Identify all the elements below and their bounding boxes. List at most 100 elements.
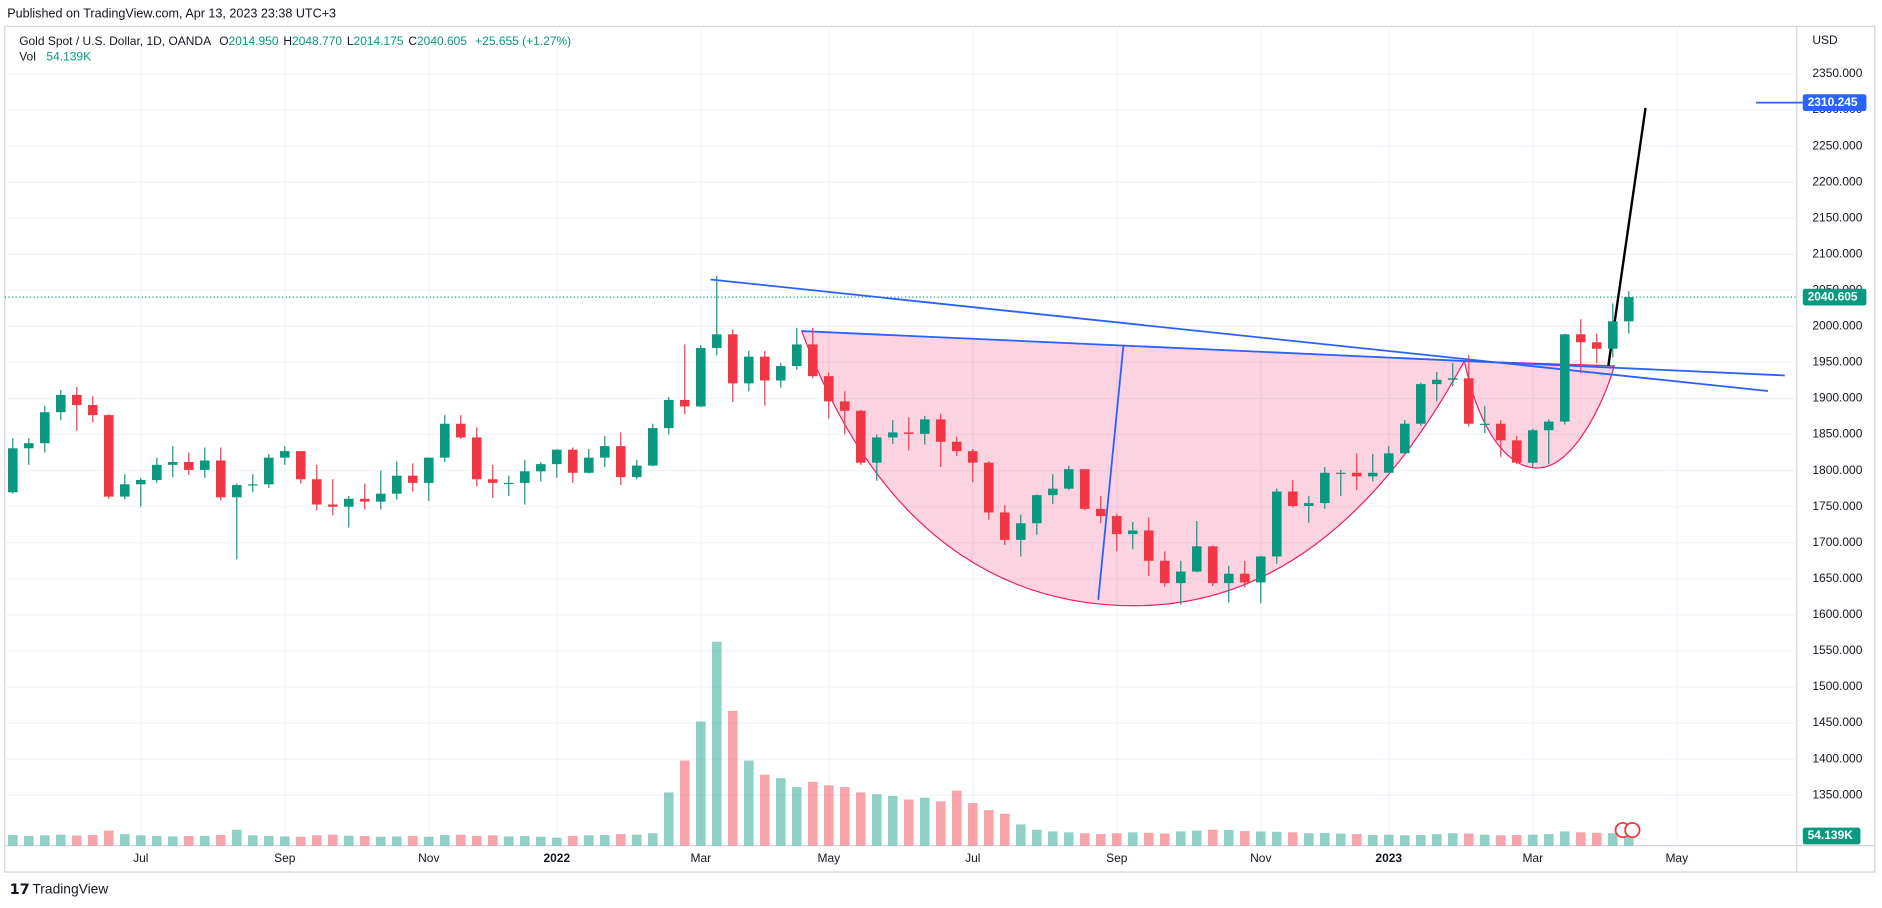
- y-tick-label: 2000.000: [1812, 319, 1862, 333]
- volume-bar: [631, 834, 642, 846]
- x-tick-label: 2022: [543, 851, 570, 865]
- y-tick-label: 1500.000: [1812, 679, 1862, 693]
- volume-pane: [8, 641, 1634, 846]
- volume-bar: [1207, 829, 1218, 846]
- candle-body: [135, 479, 146, 485]
- candle-body: [1047, 488, 1058, 496]
- candle-body: [1239, 573, 1250, 583]
- volume-bar: [471, 835, 482, 846]
- candle-body: [967, 451, 978, 463]
- candle-body: [1559, 334, 1570, 422]
- y-tick-label: 2150.000: [1812, 210, 1862, 224]
- volume-bar: [551, 837, 562, 846]
- volume-bar: [1559, 831, 1570, 846]
- candle-body: [88, 404, 98, 416]
- volume-bar: [967, 803, 978, 846]
- legend-value: 2048.770: [292, 34, 342, 48]
- candle-body: [599, 446, 610, 458]
- candle-body: [1447, 378, 1458, 380]
- y-tick-label: 2250.000: [1812, 138, 1862, 152]
- volume-bar: [359, 836, 370, 846]
- y-tick-label: 1650.000: [1812, 571, 1862, 585]
- x-tick-label: Nov: [1250, 851, 1271, 865]
- candle-body: [183, 461, 194, 470]
- candle-body: [775, 366, 786, 381]
- candle-body: [1319, 472, 1330, 504]
- candle-body: [423, 457, 434, 483]
- volume-bar: [1239, 831, 1250, 846]
- candle-body: [1111, 516, 1122, 535]
- candle-body: [1351, 472, 1362, 477]
- y-tick-label: 1550.000: [1812, 643, 1862, 657]
- volume-bar: [1095, 834, 1106, 846]
- volume-label-box: [1802, 827, 1861, 845]
- y-tick-label: 1900.000: [1812, 391, 1862, 405]
- candle-body: [1175, 571, 1186, 584]
- legend-key: L: [347, 34, 354, 48]
- volume-bar: [199, 835, 210, 846]
- volume-bar: [1575, 832, 1586, 846]
- target-label-box: [1802, 94, 1867, 112]
- candle-body: [759, 356, 770, 381]
- volume-bar: [503, 836, 514, 846]
- volume-bar: [1015, 824, 1026, 846]
- candle-body: [471, 437, 482, 480]
- volume-bar: [343, 835, 354, 846]
- target-label-text: 2310.245: [1808, 95, 1858, 109]
- volume-bar: [183, 836, 194, 846]
- candle-body: [567, 449, 578, 473]
- candle-body: [1207, 546, 1218, 584]
- volume-bar: [1271, 831, 1282, 846]
- volume-bar: [1495, 835, 1506, 846]
- volume-bar: [1479, 834, 1490, 846]
- x-tick-label: Mar: [1522, 851, 1543, 865]
- volume-bar: [535, 836, 546, 846]
- change: +25.655 (+1.27%): [475, 34, 571, 48]
- volume-bar: [1463, 833, 1474, 846]
- volume-bar: [103, 830, 114, 846]
- candle-body: [391, 475, 402, 494]
- x-tick-label: Jul: [133, 851, 148, 865]
- depth-line: [1097, 345, 1125, 600]
- x-tick-label: May: [1665, 851, 1688, 865]
- candle-body: [791, 344, 802, 367]
- candle-body: [1575, 334, 1586, 343]
- volume-bar: [1431, 834, 1442, 846]
- candle-body: [1367, 472, 1378, 477]
- candle-body: [1335, 472, 1346, 474]
- candle-body: [1511, 440, 1522, 463]
- candle-body: [1495, 423, 1506, 441]
- candle-body: [8, 448, 18, 493]
- volume-bar: [599, 834, 610, 846]
- symbol: Gold Spot / U.S. Dollar, 1D, OANDA: [19, 34, 211, 48]
- candle-body: [663, 399, 674, 429]
- axis-labels: 1350.000 1400.000 1450.000 1500.000 1550.000…: [133, 66, 1867, 865]
- y-tick-label: 1450.000: [1812, 715, 1862, 729]
- volume-bar: [40, 835, 50, 846]
- volume-bar: [663, 792, 674, 846]
- published-note: Published on TradingView.com, Apr 13, 20…: [7, 7, 336, 21]
- y-tick-label: 1750.000: [1812, 499, 1862, 513]
- candle-body: [871, 437, 882, 463]
- volume-bar: [919, 797, 930, 846]
- volume-bar: [1047, 831, 1058, 846]
- volume-bar: [56, 834, 66, 846]
- candle-body: [1223, 573, 1234, 584]
- volume-bar: [855, 792, 866, 846]
- x-tick-label: Sep: [1106, 851, 1128, 865]
- candle-body: [199, 460, 210, 470]
- volume-bar: [1415, 834, 1426, 846]
- candle-body: [1159, 560, 1170, 584]
- volume-bar: [1319, 832, 1330, 846]
- volume-bar: [1383, 834, 1394, 846]
- candle-body: [311, 479, 322, 505]
- legend-key: C: [408, 34, 417, 48]
- candle-body: [1031, 495, 1042, 524]
- candle-body: [1623, 297, 1634, 322]
- volume-label: 54.139K: [1802, 827, 1861, 845]
- candle-body: [1287, 491, 1298, 506]
- candle-body: [24, 443, 34, 449]
- volume-bar: [903, 799, 914, 846]
- volume-bar: [375, 836, 386, 846]
- candle-body: [935, 419, 946, 442]
